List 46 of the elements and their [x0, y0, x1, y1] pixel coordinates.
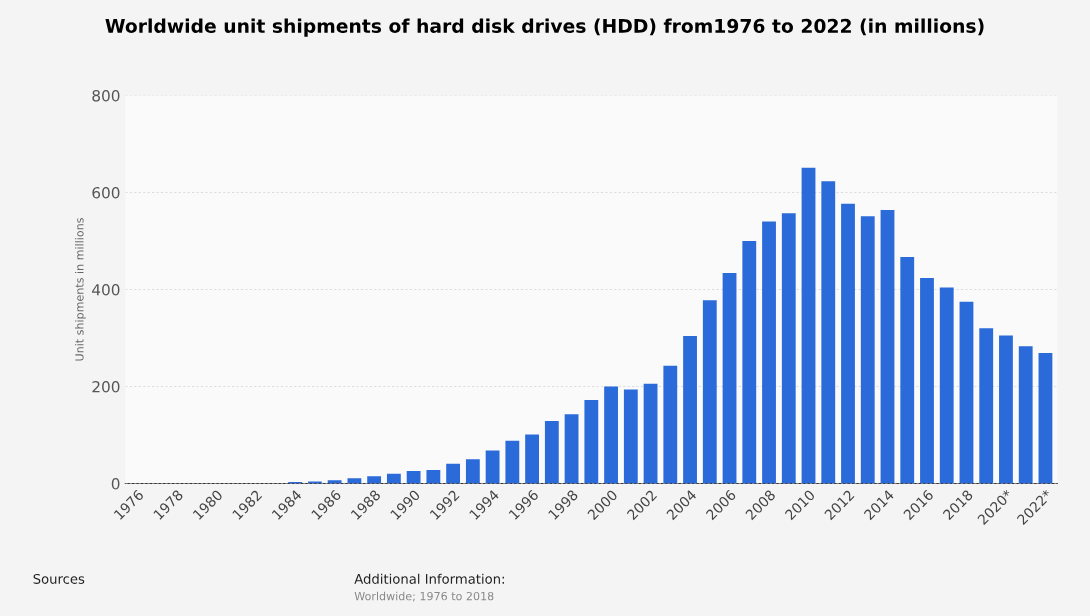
- bar: [781, 213, 796, 484]
- y-tick-label: 800: [92, 89, 120, 102]
- text: Additional Information:: [354, 573, 504, 584]
- bar: [525, 434, 539, 484]
- chart-title: Worldwide unit shipments of hard disk drives (HDD) from1976 to 2022 (in millions): [105, 18, 984, 37]
- y-tick-label: 0: [111, 478, 120, 490]
- bar: [584, 400, 599, 484]
- bar: [683, 336, 697, 484]
- bar: [663, 365, 678, 484]
- bar: [762, 221, 776, 484]
- bar: [801, 167, 816, 484]
- bar: [564, 414, 579, 484]
- y-tick-label: 400: [92, 283, 120, 296]
- bar: [860, 216, 875, 484]
- bar: [446, 463, 461, 484]
- bar: [880, 209, 895, 484]
- bar: [742, 241, 757, 484]
- bar: [841, 203, 855, 484]
- bar: [347, 478, 362, 484]
- bar: [623, 389, 638, 484]
- bar: [920, 277, 934, 484]
- bar: [406, 470, 421, 484]
- bar: [485, 450, 500, 484]
- bar: [900, 257, 915, 484]
- bar: [999, 335, 1013, 484]
- bar: [505, 440, 520, 484]
- bar: [821, 181, 836, 484]
- bar: [604, 386, 618, 484]
- y-tick-label: 200: [92, 381, 120, 393]
- y-axis-title: Unit shipments in millions: [75, 218, 86, 361]
- bar: [959, 301, 974, 484]
- bar: [702, 300, 717, 484]
- bar: [544, 420, 559, 484]
- y-tick-label: 600: [92, 186, 120, 199]
- bar: [643, 383, 658, 484]
- bar: [367, 476, 382, 484]
- bar: [426, 469, 441, 484]
- bar: [722, 273, 737, 484]
- bar: [979, 328, 994, 484]
- bar: [1018, 346, 1033, 484]
- text: Sources: [33, 573, 85, 584]
- bar: [939, 287, 954, 484]
- bar: [465, 459, 480, 484]
- bar: [1038, 353, 1053, 484]
- bar: [386, 473, 401, 484]
- text: Worldwide; 1976 to 2018: [354, 591, 494, 602]
